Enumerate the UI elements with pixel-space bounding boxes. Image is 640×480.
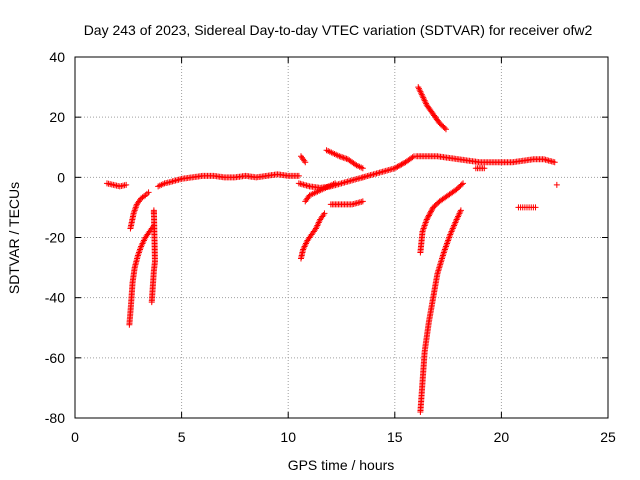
grid-layer (75, 57, 608, 418)
data-point-fill (426, 211, 433, 218)
data-point (423, 216, 430, 223)
y-tick-label: -80 (45, 410, 65, 426)
data-point-fill (444, 239, 451, 246)
data-point-fill (422, 220, 429, 227)
data-point-fill (428, 207, 435, 214)
y-tick-label: 20 (49, 109, 65, 125)
data-point-fill (458, 181, 465, 188)
data-point (440, 249, 447, 256)
data-point (336, 153, 343, 160)
data-point (419, 228, 426, 235)
data-point-fill (442, 245, 449, 252)
data-point-fill (136, 248, 143, 255)
x-tick-label: 10 (280, 429, 296, 445)
y-tick-label: -20 (45, 230, 65, 246)
data-point-fill (133, 202, 140, 209)
data-point-fill (445, 236, 452, 243)
data-point (532, 204, 539, 211)
data-point-fill (421, 223, 428, 230)
data-point-fill (131, 208, 138, 215)
data-point-fill (441, 248, 448, 255)
y-axis-label: SDTVAR / TECUs (6, 182, 22, 294)
data-point-fill (342, 155, 349, 162)
data-point-fill (340, 154, 347, 161)
data-point (457, 207, 464, 214)
y-tick-label: 0 (57, 169, 65, 185)
chart-title: Day 243 of 2023, Sidereal Day-to-day VTE… (84, 22, 593, 38)
data-point-fill (428, 208, 435, 215)
ticks-layer: 0 5 10 15 20 25 -80 -60 -40 -20 0 20 40 (45, 49, 616, 445)
data-point (442, 126, 449, 133)
y-tick-label: -60 (45, 350, 65, 366)
data-point-fill (443, 242, 450, 249)
data-point (295, 172, 302, 179)
data-point-fill (424, 215, 431, 222)
data-point (553, 181, 560, 188)
data-point-fill (427, 209, 434, 216)
x-tick-label: 0 (71, 429, 79, 445)
data-point (321, 210, 328, 217)
data-point-fill (409, 154, 416, 161)
data-point-fill (445, 237, 452, 244)
data-point-fill (135, 249, 142, 256)
data-point (359, 198, 366, 205)
data-point-fill (352, 161, 359, 168)
points-layer (103, 84, 560, 415)
data-point-fill (135, 251, 142, 258)
data-point (460, 180, 467, 187)
data-point-fill (131, 207, 138, 214)
data-point (359, 165, 366, 172)
data-point (145, 189, 152, 196)
data-point (134, 252, 141, 259)
data-point-fill (442, 243, 449, 250)
data-point-fill (420, 225, 427, 232)
data-point (123, 181, 130, 188)
y-tick-label: 40 (49, 49, 65, 65)
x-tick-label: 25 (600, 429, 616, 445)
x-tick-label: 5 (178, 429, 186, 445)
data-point-fill (337, 153, 344, 160)
data-point-fill (441, 124, 448, 131)
data-point-fill (425, 212, 432, 219)
data-point-fill (420, 226, 427, 233)
x-tick-label: 15 (387, 429, 403, 445)
data-point (551, 159, 558, 166)
data-point (150, 210, 157, 217)
data-point-fill (140, 193, 147, 200)
data-point-fill (444, 240, 451, 247)
data-point-fill (425, 213, 432, 220)
data-point-fill (421, 222, 428, 229)
data-point (481, 165, 488, 172)
y-tick-label: -40 (45, 290, 65, 306)
data-point-fill (339, 154, 346, 161)
data-point (130, 210, 137, 217)
x-axis-label: GPS time / hours (288, 457, 395, 473)
data-point (302, 159, 309, 166)
x-tick-label: 20 (494, 429, 510, 445)
data-point-fill (132, 205, 139, 212)
data-point-fill (441, 246, 448, 253)
